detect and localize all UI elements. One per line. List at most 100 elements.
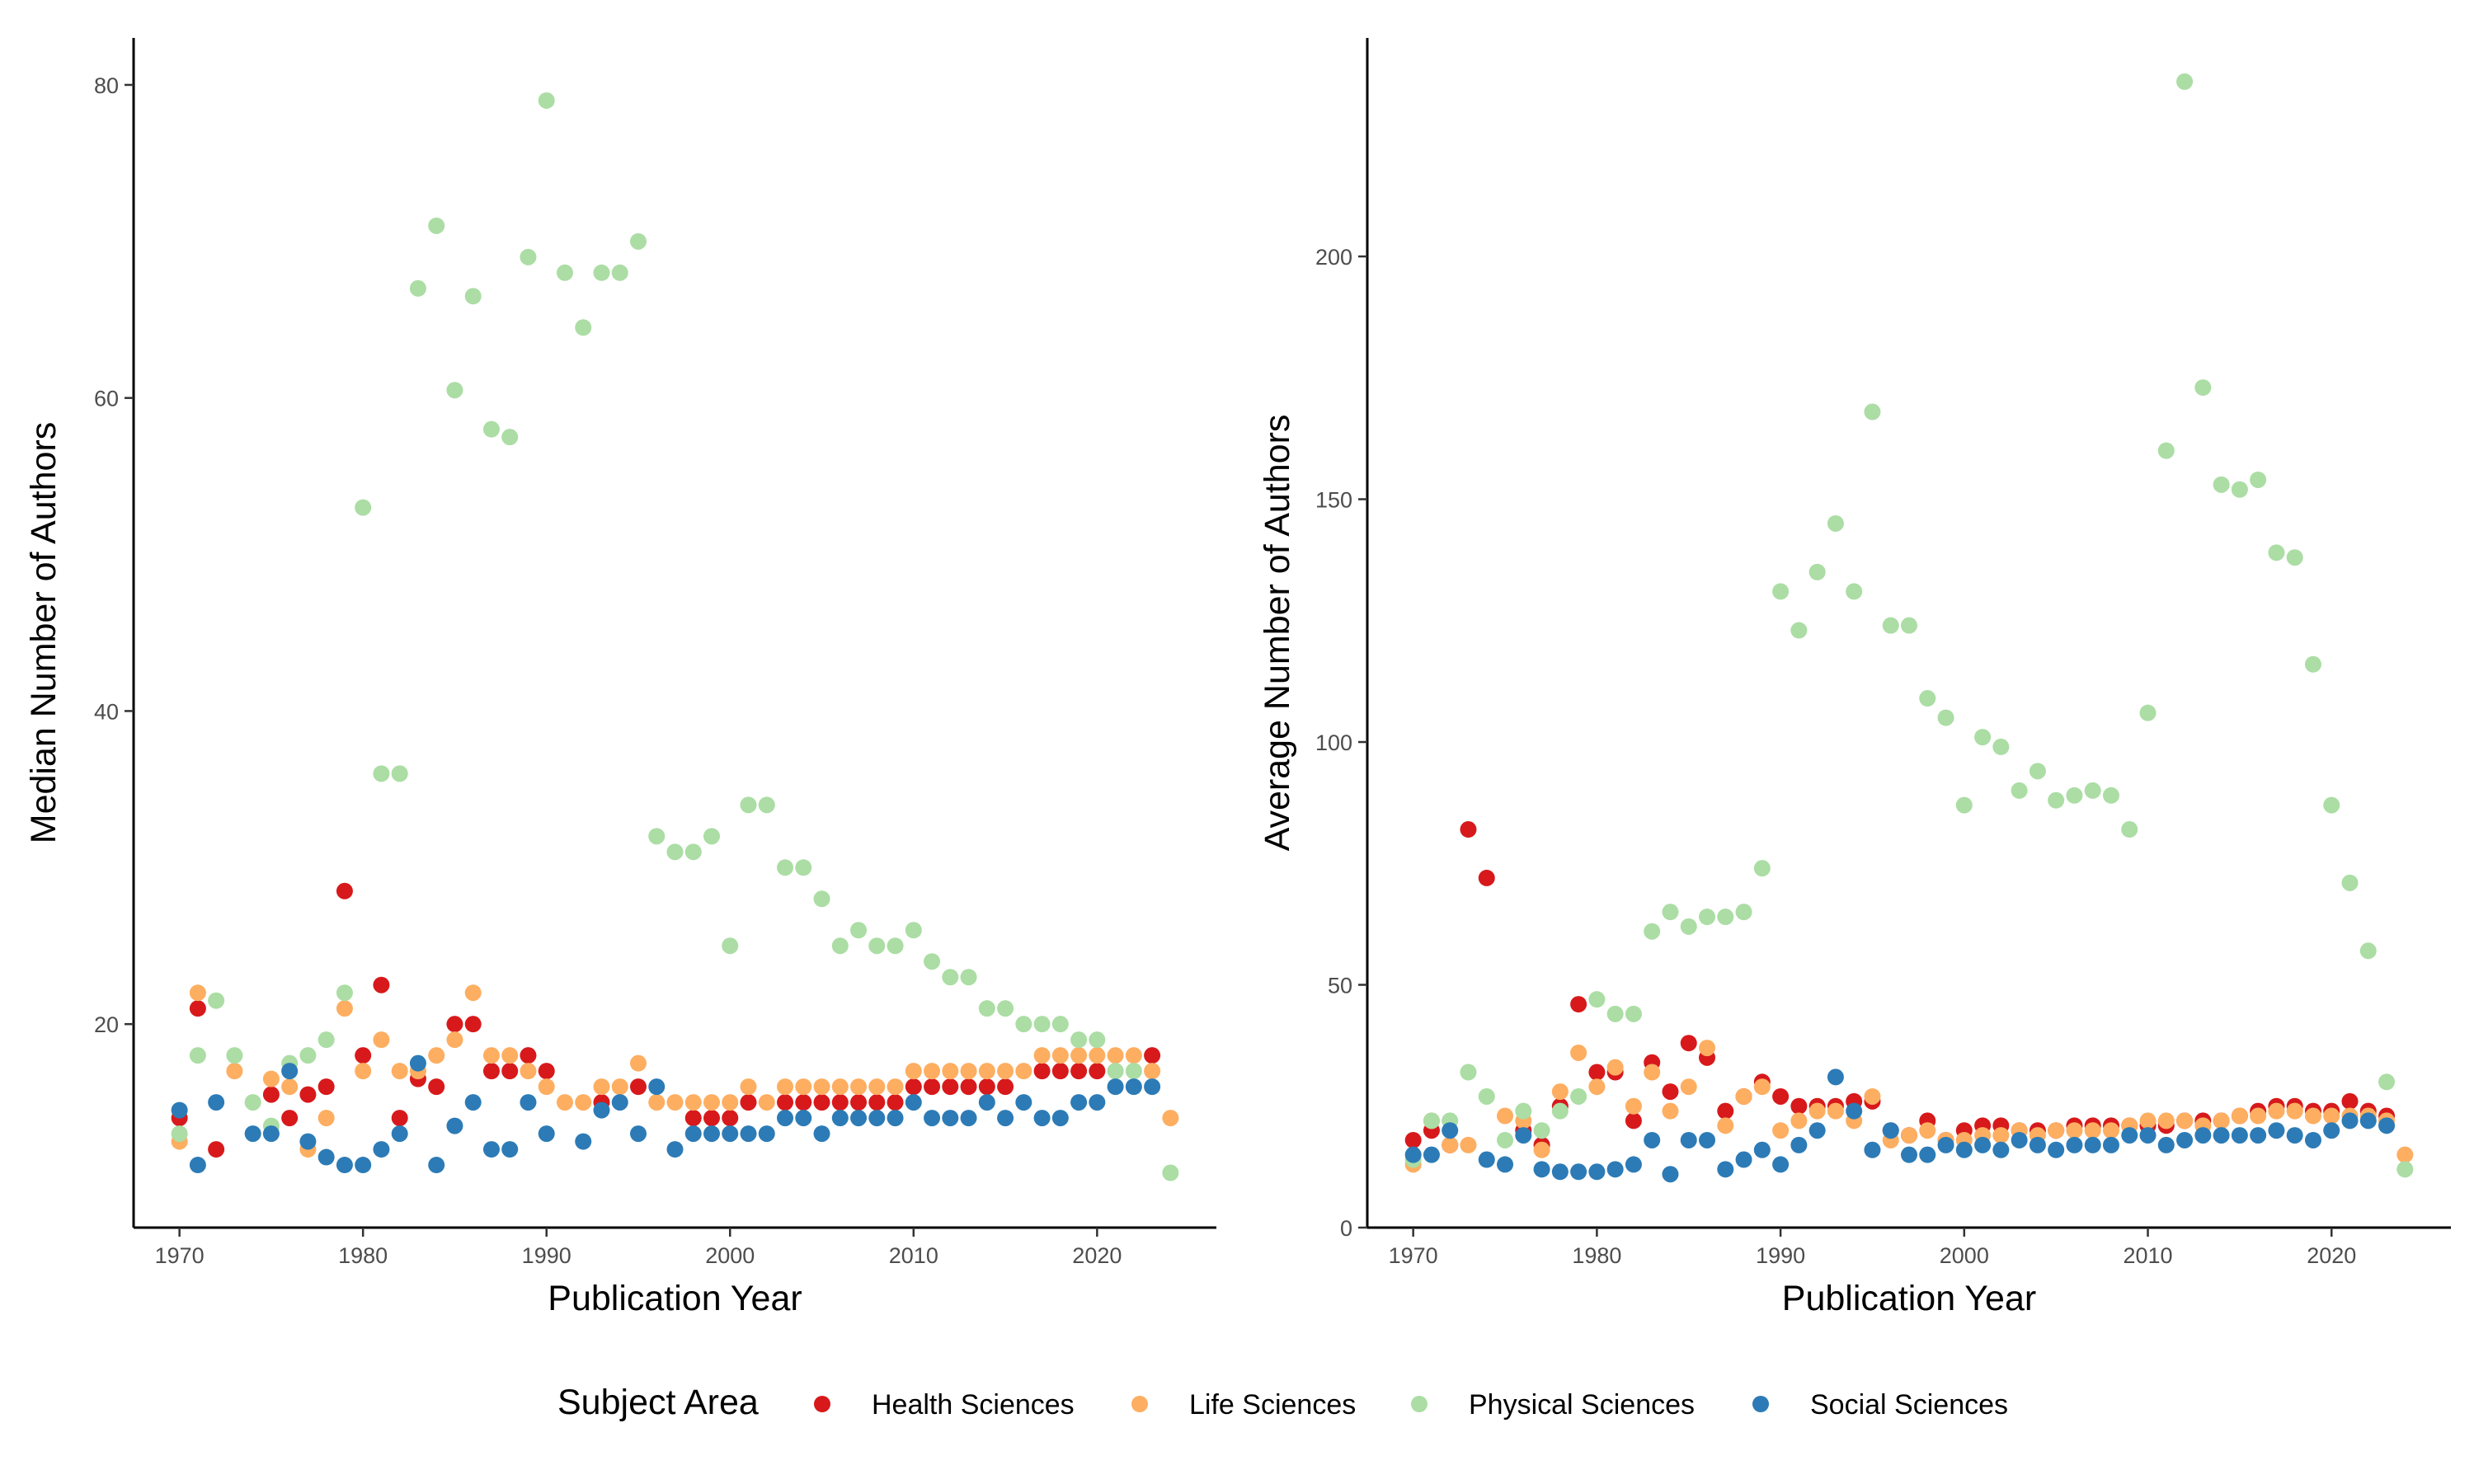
median-point-physical-sciences-2009 [887, 937, 904, 955]
median-point-social-sciences-1983 [409, 1054, 426, 1072]
average-series-health-sciences [1404, 821, 2396, 1153]
median-point-social-sciences-1970 [171, 1101, 188, 1119]
median-point-physical-sciences-2000 [722, 937, 739, 955]
median-point-life-sciences-1979 [336, 1000, 353, 1017]
median-point-physical-sciences-1974 [244, 1094, 261, 1111]
median-point-health-sciences-1976 [281, 1110, 299, 1127]
median-point-health-sciences-2015 [997, 1078, 1014, 1096]
average-point-life-sciences-1979 [1570, 1044, 1587, 1061]
average-point-life-sciences-2015 [2231, 1107, 2248, 1125]
median-point-health-sciences-1995 [629, 1078, 647, 1096]
average-point-life-sciences-2018 [2286, 1102, 2303, 1120]
median-point-life-sciences-1991 [556, 1094, 573, 1111]
average-point-physical-sciences-2002 [1992, 738, 2010, 755]
median-point-life-sciences-1984 [428, 1047, 445, 1064]
median-point-physical-sciences-1993 [593, 264, 610, 281]
average-point-physical-sciences-1997 [1901, 617, 1917, 634]
median-point-physical-sciences-1989 [520, 248, 537, 265]
median-point-life-sciences-1973 [226, 1063, 243, 1080]
median-point-life-sciences-2012 [942, 1063, 959, 1080]
average-point-social-sciences-2012 [2176, 1131, 2194, 1148]
average-point-social-sciences-1994 [1846, 1102, 1863, 1120]
median-point-life-sciences-2023 [1144, 1063, 1161, 1080]
median-point-life-sciences-2004 [795, 1078, 812, 1096]
median-point-life-sciences-2022 [1125, 1047, 1142, 1064]
median-point-social-sciences-1999 [703, 1125, 721, 1143]
median-point-physical-sciences-2010 [905, 922, 922, 939]
average-point-life-sciences-2007 [2084, 1122, 2101, 1139]
median-point-social-sciences-2009 [887, 1110, 904, 1127]
median-point-physical-sciences-1977 [299, 1047, 317, 1064]
median-point-physical-sciences-1980 [355, 499, 372, 516]
average-point-social-sciences-2009 [2121, 1127, 2138, 1144]
average-point-physical-sciences-1988 [1735, 904, 1752, 921]
average-point-social-sciences-2004 [2029, 1136, 2046, 1153]
median-point-physical-sciences-2003 [777, 859, 794, 876]
median-point-social-sciences-1994 [611, 1094, 628, 1111]
average-point-life-sciences-2019 [2304, 1107, 2321, 1125]
average-x-tick-label-2020: 2020 [2307, 1243, 2356, 1268]
median-point-physical-sciences-1996 [648, 828, 666, 845]
median-series-physical-sciences [171, 92, 1179, 1181]
average-point-physical-sciences-1983 [1644, 923, 1661, 940]
median-x-tick-label-2020: 2020 [1072, 1243, 1122, 1268]
average-x-axis-title: Publication Year [1782, 1279, 2036, 1318]
median-point-life-sciences-2010 [905, 1063, 922, 1080]
average-point-life-sciences-2016 [2250, 1107, 2267, 1125]
average-point-social-sciences-1972 [1442, 1122, 1459, 1139]
average-point-health-sciences-1984 [1662, 1083, 1679, 1101]
median-point-health-sciences-1988 [501, 1063, 519, 1080]
average-point-physical-sciences-2024 [2396, 1161, 2414, 1178]
median-y-tick-label-80: 80 [94, 73, 119, 98]
median-point-life-sciences-1994 [611, 1078, 628, 1096]
average-point-social-sciences-1995 [1864, 1141, 1881, 1158]
median-point-social-sciences-1986 [464, 1094, 482, 1111]
average-series-life-sciences [1404, 1040, 2414, 1173]
median-point-health-sciences-1989 [520, 1047, 537, 1064]
median-point-social-sciences-1972 [208, 1094, 225, 1111]
average-point-physical-sciences-1989 [1753, 860, 1771, 877]
median-point-life-sciences-2021 [1107, 1047, 1124, 1064]
median-point-life-sciences-2002 [758, 1094, 775, 1111]
median-point-physical-sciences-1973 [226, 1047, 243, 1064]
average-point-physical-sciences-2006 [2066, 787, 2083, 804]
average-point-physical-sciences-2016 [2250, 471, 2267, 488]
average-point-social-sciences-2007 [2084, 1136, 2101, 1153]
average-point-life-sciences-1992 [1808, 1102, 1826, 1120]
median-point-life-sciences-2006 [831, 1078, 849, 1096]
average-point-social-sciences-1983 [1644, 1131, 1661, 1148]
median-point-physical-sciences-1986 [464, 288, 482, 305]
average-point-social-sciences-1986 [1699, 1131, 1716, 1148]
median-point-life-sciences-2019 [1070, 1047, 1088, 1064]
median-point-health-sciences-1984 [428, 1078, 445, 1096]
median-x-tick-label-1990: 1990 [522, 1243, 571, 1268]
median-point-social-sciences-1985 [446, 1117, 463, 1134]
average-point-social-sciences-2021 [2341, 1112, 2359, 1129]
average-point-life-sciences-1995 [1864, 1087, 1881, 1105]
legend-item-life-sciences: Life Sciences [1131, 1389, 1356, 1421]
median-point-social-sciences-1992 [575, 1133, 592, 1150]
median-point-life-sciences-1971 [189, 984, 206, 1002]
average-point-social-sciences-2003 [2011, 1131, 2028, 1148]
average-point-life-sciences-2011 [2157, 1112, 2175, 1129]
average-point-social-sciences-1979 [1570, 1163, 1587, 1181]
median-point-social-sciences-1988 [501, 1141, 519, 1158]
median-point-social-sciences-1993 [593, 1101, 610, 1119]
median-point-physical-sciences-2022 [1125, 1063, 1142, 1080]
average-point-physical-sciences-1971 [1423, 1112, 1440, 1129]
average-point-life-sciences-1986 [1699, 1040, 1716, 1057]
average-y-tick-label-150: 150 [1315, 488, 1352, 513]
median-point-social-sciences-1979 [336, 1157, 353, 1174]
median-point-health-sciences-2000 [722, 1110, 739, 1127]
median-point-life-sciences-1985 [446, 1031, 463, 1049]
median-point-health-sciences-1975 [262, 1086, 280, 1103]
average-point-health-sciences-1987 [1717, 1102, 1734, 1120]
median-point-physical-sciences-2013 [960, 969, 977, 986]
average-point-physical-sciences-2014 [2213, 476, 2230, 493]
median-point-physical-sciences-1979 [336, 984, 353, 1002]
median-point-life-sciences-1975 [262, 1070, 280, 1087]
median-point-social-sciences-1974 [244, 1125, 261, 1143]
median-point-health-sciences-2008 [868, 1094, 886, 1111]
average-x-tick-label-2010: 2010 [2123, 1243, 2172, 1268]
median-point-physical-sciences-2024 [1162, 1164, 1179, 1181]
